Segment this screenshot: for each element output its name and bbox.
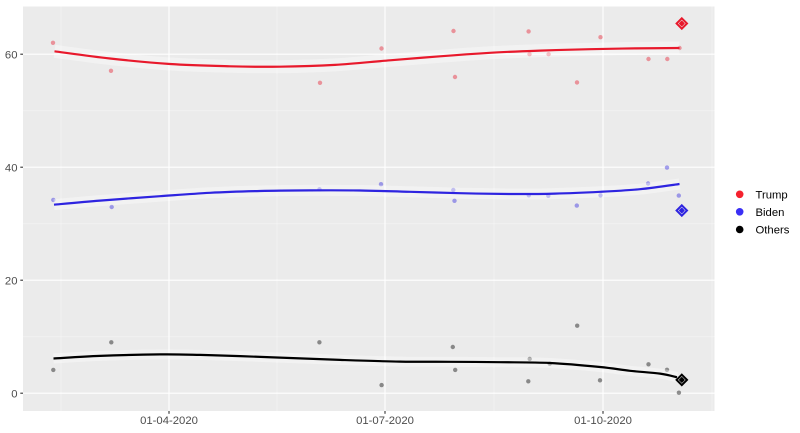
svg-text:60: 60 [5,49,18,61]
svg-text:0: 0 [11,388,17,400]
svg-text:01-04-2020: 01-04-2020 [140,415,198,427]
svg-text:Trump: Trump [756,189,788,201]
svg-text:01-07-2020: 01-07-2020 [356,415,414,427]
svg-text:Biden: Biden [756,207,785,219]
svg-text:Others: Others [756,225,790,237]
svg-text:40: 40 [5,162,18,174]
svg-text:01-10-2020: 01-10-2020 [574,415,632,427]
svg-text:20: 20 [5,275,18,287]
